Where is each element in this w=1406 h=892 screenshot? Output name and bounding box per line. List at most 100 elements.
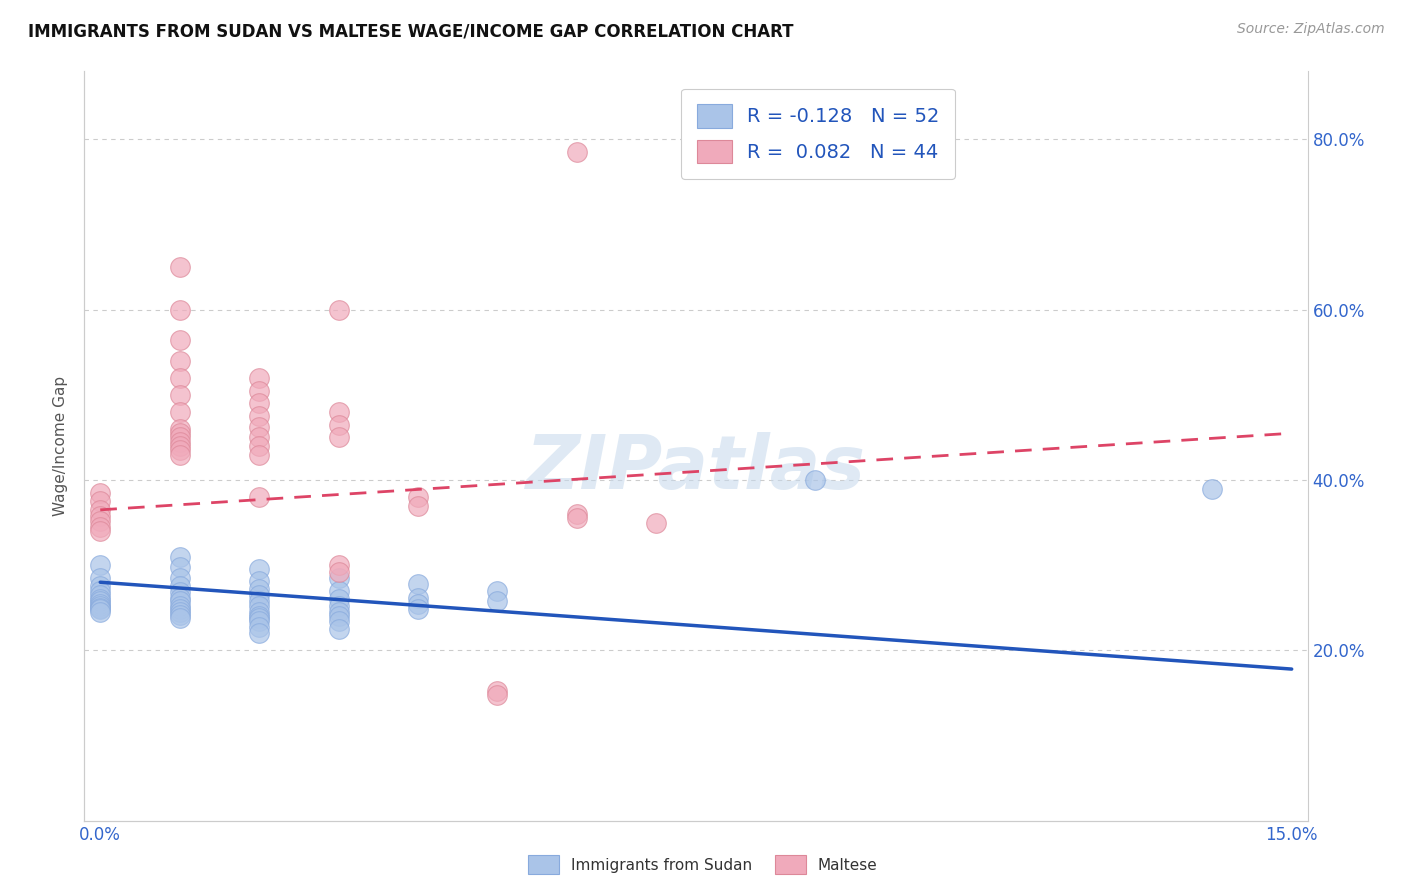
Point <box>247 611 270 625</box>
Y-axis label: Wage/Income Gap: Wage/Income Gap <box>53 376 69 516</box>
Point <box>486 594 509 608</box>
Point <box>169 302 191 317</box>
Point <box>89 588 111 602</box>
Point <box>247 609 270 624</box>
Point <box>169 434 191 449</box>
Text: ZIPatlas: ZIPatlas <box>526 432 866 505</box>
Point <box>406 490 429 504</box>
Point <box>406 602 429 616</box>
Point <box>89 602 111 616</box>
Point <box>328 430 350 444</box>
Point <box>169 602 191 616</box>
Point <box>247 588 270 602</box>
Point <box>169 611 191 625</box>
Point <box>565 507 588 521</box>
Point <box>89 600 111 615</box>
Point <box>247 490 270 504</box>
Point <box>169 426 191 441</box>
Point <box>89 580 111 594</box>
Point <box>169 585 191 599</box>
Point <box>169 371 191 385</box>
Point <box>247 574 270 588</box>
Point <box>169 571 191 585</box>
Point <box>328 565 350 579</box>
Point <box>169 448 191 462</box>
Point <box>89 503 111 517</box>
Point <box>328 583 350 598</box>
Point <box>247 420 270 434</box>
Point <box>169 599 191 613</box>
Point <box>406 597 429 611</box>
Point <box>328 609 350 624</box>
Point <box>169 594 191 608</box>
Point <box>247 599 270 613</box>
Point <box>89 583 111 598</box>
Point <box>328 605 350 619</box>
Point <box>328 405 350 419</box>
Text: IMMIGRANTS FROM SUDAN VS MALTESE WAGE/INCOME GAP CORRELATION CHART: IMMIGRANTS FROM SUDAN VS MALTESE WAGE/IN… <box>28 22 793 40</box>
Point <box>1201 482 1223 496</box>
Point <box>169 580 191 594</box>
Point <box>328 571 350 585</box>
Point <box>328 302 350 317</box>
Point <box>89 592 111 607</box>
Point <box>486 688 509 702</box>
Point <box>169 333 191 347</box>
Point <box>89 494 111 508</box>
Point <box>169 605 191 619</box>
Point <box>247 439 270 453</box>
Point <box>486 583 509 598</box>
Point <box>89 520 111 534</box>
Point <box>169 607 191 622</box>
Point <box>169 260 191 275</box>
Point <box>328 614 350 628</box>
Point <box>89 597 111 611</box>
Point <box>89 485 111 500</box>
Point <box>169 549 191 564</box>
Point <box>328 599 350 613</box>
Point <box>169 560 191 574</box>
Point <box>804 473 827 487</box>
Point <box>247 396 270 410</box>
Point <box>89 599 111 613</box>
Point <box>169 354 191 368</box>
Point <box>169 591 191 605</box>
Point <box>89 605 111 619</box>
Point <box>328 417 350 432</box>
Point <box>247 619 270 633</box>
Point <box>486 684 509 698</box>
Point <box>328 622 350 636</box>
Point <box>169 388 191 402</box>
Point <box>247 371 270 385</box>
Point <box>247 605 270 619</box>
Point <box>169 422 191 436</box>
Point <box>247 594 270 608</box>
Point <box>406 499 429 513</box>
Point <box>169 405 191 419</box>
Point <box>328 592 350 607</box>
Point <box>406 591 429 605</box>
Point <box>89 558 111 573</box>
Legend: R = -0.128   N = 52, R =  0.082   N = 44: R = -0.128 N = 52, R = 0.082 N = 44 <box>682 88 955 178</box>
Point <box>247 384 270 398</box>
Point <box>89 508 111 523</box>
Point <box>247 562 270 576</box>
Point <box>89 524 111 538</box>
Point <box>247 614 270 628</box>
Point <box>565 145 588 160</box>
Point <box>169 443 191 458</box>
Point <box>169 430 191 444</box>
Point <box>406 577 429 591</box>
Point <box>247 409 270 424</box>
Legend: Immigrants from Sudan, Maltese: Immigrants from Sudan, Maltese <box>522 849 884 880</box>
Point <box>328 558 350 573</box>
Point <box>565 511 588 525</box>
Point <box>169 439 191 453</box>
Point <box>89 571 111 585</box>
Point <box>89 594 111 608</box>
Point <box>89 514 111 528</box>
Point <box>247 626 270 640</box>
Point <box>247 448 270 462</box>
Point <box>247 430 270 444</box>
Text: Source: ZipAtlas.com: Source: ZipAtlas.com <box>1237 22 1385 37</box>
